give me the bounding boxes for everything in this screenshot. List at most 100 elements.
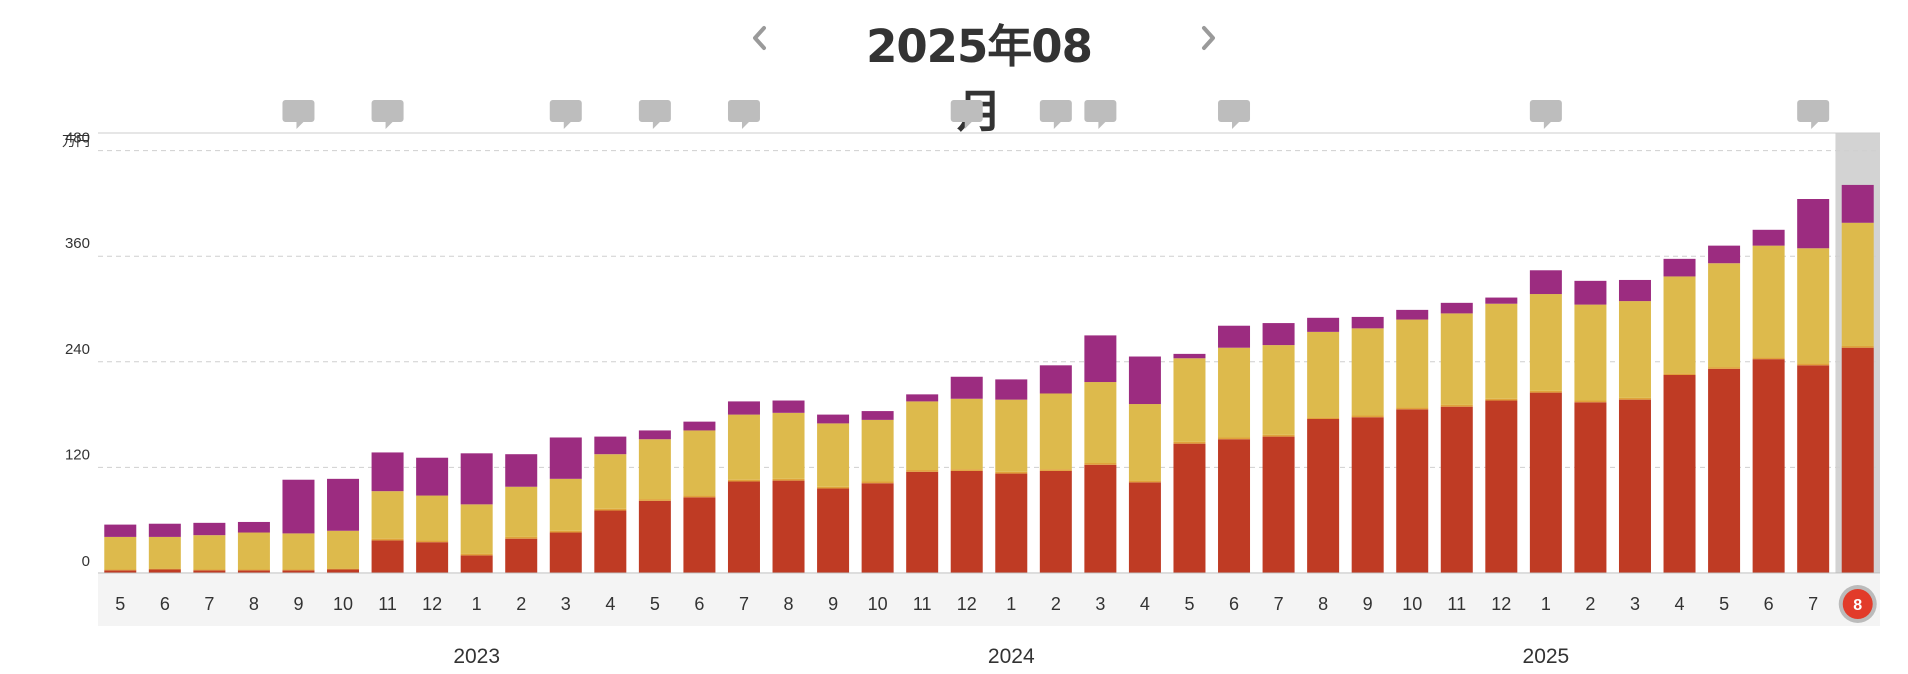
bar-segment[interactable] — [148, 536, 181, 569]
bar-segment[interactable] — [683, 430, 716, 496]
bar-segment[interactable] — [995, 473, 1028, 573]
bar-segment[interactable] — [995, 399, 1028, 472]
bar-segment[interactable] — [549, 478, 582, 531]
bar-segment[interactable] — [148, 523, 181, 537]
bar-segment[interactable] — [1039, 365, 1072, 394]
bar-segment[interactable] — [193, 570, 226, 573]
bar-segment[interactable] — [1128, 404, 1161, 481]
comment-bubble-icon[interactable] — [282, 100, 315, 129]
bar-segment[interactable] — [1173, 443, 1206, 573]
x-tick-label[interactable]: 7 — [204, 594, 214, 614]
bar-segment[interactable] — [906, 470, 939, 472]
bar-segment[interactable] — [1173, 358, 1206, 442]
bar-segment[interactable] — [950, 398, 983, 470]
bar-segment[interactable] — [1307, 417, 1340, 419]
bar-segment[interactable] — [1262, 436, 1295, 573]
bar-segment[interactable] — [727, 479, 760, 482]
bar-segment[interactable] — [1084, 335, 1117, 383]
bar-segment[interactable] — [727, 414, 760, 480]
bar-segment[interactable] — [594, 508, 627, 511]
bar-segment[interactable] — [1618, 399, 1651, 573]
bar-segment[interactable] — [1618, 397, 1651, 400]
bar-segment[interactable] — [1440, 313, 1473, 405]
bar-segment[interactable] — [594, 454, 627, 509]
bar-segment[interactable] — [683, 421, 716, 431]
bar-segment[interactable] — [1128, 356, 1161, 405]
bar-segment[interactable] — [1574, 402, 1607, 573]
bar-segment[interactable] — [1797, 199, 1830, 249]
x-tick-label[interactable]: 8 — [249, 594, 259, 614]
bar-segment[interactable] — [1485, 400, 1518, 573]
x-tick-label[interactable]: 4 — [1140, 594, 1150, 614]
bar-segment[interactable] — [1529, 294, 1562, 391]
x-tick-label[interactable]: 8 — [784, 594, 794, 614]
x-tick-label[interactable]: 2 — [1051, 594, 1061, 614]
bar-segment[interactable] — [282, 533, 315, 570]
bar-segment[interactable] — [1307, 317, 1340, 332]
bar-segment[interactable] — [505, 536, 538, 539]
bar-segment[interactable] — [104, 524, 137, 537]
bar-segment[interactable] — [817, 414, 850, 424]
comment-bubble-icon[interactable] — [950, 100, 983, 129]
x-tick-label[interactable]: 10 — [333, 594, 353, 614]
bar-segment[interactable] — [727, 401, 760, 415]
bar-segment[interactable] — [1574, 304, 1607, 401]
bar-segment[interactable] — [950, 469, 983, 471]
bar-segment[interactable] — [1440, 302, 1473, 314]
bar-segment[interactable] — [416, 495, 449, 541]
x-tick-label[interactable]: 1 — [472, 594, 482, 614]
bar-segment[interactable] — [282, 569, 315, 571]
bar-segment[interactable] — [1128, 482, 1161, 573]
bar-segment[interactable] — [1797, 248, 1830, 364]
bar-segment[interactable] — [638, 430, 671, 440]
bar-segment[interactable] — [594, 436, 627, 455]
bar-segment[interactable] — [371, 538, 404, 541]
bar-segment[interactable] — [1708, 263, 1741, 368]
bar-segment[interactable] — [460, 553, 493, 556]
x-tick-label[interactable]: 10 — [868, 594, 888, 614]
bar-segment[interactable] — [817, 486, 850, 489]
bar-segment[interactable] — [1218, 439, 1251, 573]
bar-segment[interactable] — [950, 470, 983, 573]
chevron-right-icon[interactable] — [1188, 18, 1228, 58]
bar-segment[interactable] — [772, 478, 805, 481]
bar-segment[interactable] — [1039, 469, 1072, 471]
bar-segment[interactable] — [995, 471, 1028, 474]
bar-segment[interactable] — [148, 569, 181, 573]
comment-bubble-icon[interactable] — [549, 100, 582, 129]
x-tick-label[interactable]: 7 — [1274, 594, 1284, 614]
x-tick-label[interactable]: 5 — [650, 594, 660, 614]
bar-segment[interactable] — [505, 454, 538, 487]
bar-segment[interactable] — [371, 452, 404, 492]
bar-segment[interactable] — [817, 423, 850, 487]
bar-segment[interactable] — [1708, 367, 1741, 369]
bar-segment[interactable] — [1396, 309, 1429, 320]
x-tick-label[interactable]: 8 — [1318, 594, 1328, 614]
bar-segment[interactable] — [1529, 270, 1562, 295]
x-tick-label[interactable]: 11 — [378, 594, 397, 614]
bar-segment[interactable] — [1262, 345, 1295, 435]
x-tick-label[interactable]: 5 — [1719, 594, 1729, 614]
bar-segment[interactable] — [1351, 316, 1384, 329]
bar-segment[interactable] — [1574, 280, 1607, 305]
x-tick-label[interactable]: 6 — [160, 594, 170, 614]
bar-segment[interactable] — [1663, 258, 1696, 277]
bar-segment[interactable] — [683, 497, 716, 573]
x-tick-label[interactable]: 9 — [1363, 594, 1373, 614]
bar-segment[interactable] — [237, 521, 270, 533]
comment-bubble-icon[interactable] — [1039, 100, 1072, 129]
bar-segment[interactable] — [1797, 363, 1830, 366]
bar-segment[interactable] — [237, 570, 270, 573]
bar-segment[interactable] — [1307, 331, 1340, 418]
comment-bubble-icon[interactable] — [727, 100, 760, 129]
bar-segment[interactable] — [505, 538, 538, 573]
bar-segment[interactable] — [1485, 297, 1518, 304]
x-tick-label[interactable]: 3 — [1095, 594, 1105, 614]
bar-segment[interactable] — [1218, 347, 1251, 438]
bar-segment[interactable] — [505, 486, 538, 537]
x-tick-label[interactable]: 8 — [1853, 597, 1862, 614]
x-tick-label[interactable]: 11 — [913, 594, 932, 614]
bar-segment[interactable] — [193, 535, 226, 570]
bar-segment[interactable] — [371, 491, 404, 539]
bar-segment[interactable] — [1797, 365, 1830, 573]
